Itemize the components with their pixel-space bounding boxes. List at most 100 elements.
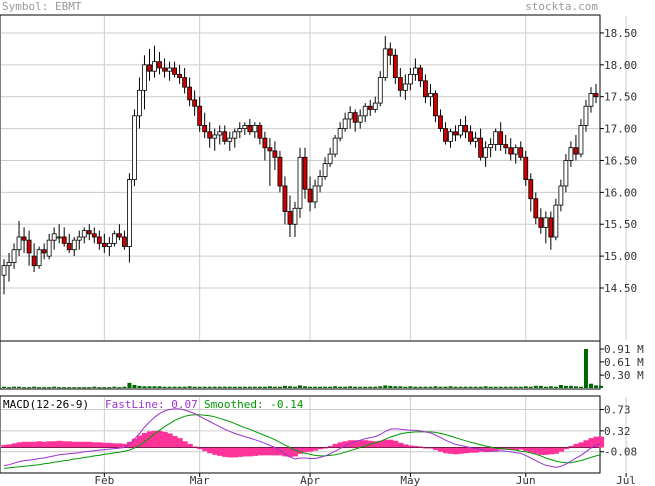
candle-body	[61, 236, 67, 244]
volume-bar	[122, 386, 127, 388]
macd-histogram-bar	[272, 447, 279, 456]
candle-body	[392, 54, 398, 78]
macd-lines	[3, 408, 602, 469]
volume-bar	[137, 385, 142, 388]
macd-histogram-bar	[488, 447, 494, 452]
volume-bar	[292, 386, 297, 388]
volume-bar	[177, 386, 182, 388]
volume-bar	[207, 386, 212, 388]
volume-bar	[458, 386, 463, 388]
candle-body	[563, 160, 569, 187]
macd-histogram-bar	[357, 440, 364, 448]
macd-histogram-bar	[437, 447, 444, 452]
macd-histogram-bar	[141, 432, 148, 448]
volume-bar	[388, 385, 393, 388]
volume-bar	[142, 386, 147, 388]
macd-histogram-bar	[217, 447, 223, 456]
candle-body	[478, 137, 484, 158]
volume-bar	[82, 387, 87, 389]
volume-bar	[363, 386, 368, 388]
volume-bar	[132, 385, 137, 388]
volume-bar	[398, 386, 403, 388]
candle-body	[217, 131, 223, 136]
candle-body	[137, 89, 142, 117]
candle-body	[142, 64, 147, 91]
volume-bar	[172, 386, 177, 388]
candle-body	[337, 128, 343, 139]
price-tick-label: 15.50	[604, 218, 637, 231]
volume-bar	[87, 387, 92, 389]
volume-bar	[543, 386, 548, 388]
volume-bar	[594, 385, 598, 388]
candle-body	[438, 115, 443, 129]
volume-bar	[97, 387, 102, 389]
macd-histogram-bar	[402, 444, 409, 448]
macd-histogram-bar	[31, 441, 38, 448]
macd-histogram-bar	[558, 447, 564, 452]
macd-histogram-bar	[352, 440, 359, 448]
macd-histogram-bar	[473, 447, 479, 453]
volume-bar	[202, 386, 207, 388]
candle-body	[473, 137, 478, 142]
candle-body	[362, 105, 368, 117]
candle-body	[157, 61, 162, 69]
macd-histogram-bar	[307, 447, 314, 452]
candle-body	[56, 236, 62, 239]
price-tick-label: 17.00	[604, 123, 637, 136]
macd-histogram-bar	[157, 430, 163, 448]
candle-body	[86, 230, 92, 235]
candle-body	[523, 156, 529, 180]
macd-histogram-bar	[197, 447, 203, 450]
volume-bar	[313, 386, 318, 388]
candle-body	[327, 153, 333, 165]
volume-bar	[182, 386, 187, 388]
macd-histogram-bar	[46, 441, 53, 448]
volume-bar	[463, 386, 468, 388]
volume-bar	[102, 387, 107, 389]
volume-bar	[277, 386, 282, 388]
volume-bar	[117, 387, 122, 389]
macd-histogram-bar	[342, 441, 349, 448]
macd-histogram-bar	[493, 447, 499, 451]
macd-histogram-bar	[121, 443, 128, 448]
macd-histogram-bar	[302, 447, 309, 453]
macd-histogram-bar	[202, 447, 208, 452]
candle-body	[207, 131, 213, 139]
candle-body	[483, 147, 489, 158]
candle-body	[277, 156, 283, 187]
volume-bar	[548, 386, 553, 388]
macd-histogram-bar	[277, 447, 284, 456]
macd-histogram-bar	[362, 440, 369, 448]
volume-bar	[438, 386, 443, 388]
macd-histogram-bar	[1, 444, 8, 448]
volume-panel	[0, 340, 601, 390]
volume-bar	[343, 386, 348, 388]
volume-bar	[423, 386, 428, 388]
candle-body	[297, 156, 303, 209]
volume-bar	[127, 382, 132, 388]
candle-body	[192, 99, 198, 107]
macd-histogram-bar	[86, 441, 93, 448]
macd-histogram-bar	[207, 447, 213, 454]
macd-histogram-bar	[56, 440, 63, 448]
volume-bar	[338, 386, 343, 388]
macd-histogram-bar	[287, 447, 294, 457]
volume-bar	[47, 387, 52, 389]
macd-histogram-bar	[593, 436, 600, 448]
volume-bar	[112, 386, 117, 388]
volume-bar	[383, 385, 388, 388]
macd-histogram-bar	[66, 441, 73, 448]
macd-histogram-bar	[182, 441, 188, 448]
volume-bar	[498, 386, 503, 388]
macd-histogram-bar	[543, 447, 549, 455]
macd-histogram-bar	[111, 443, 118, 448]
candle-body	[503, 144, 509, 149]
volume-bar	[52, 386, 57, 388]
candle-body	[252, 124, 258, 133]
candle-body	[167, 67, 172, 72]
macd-histogram-bar	[518, 447, 524, 450]
macd-histogram-bar	[36, 441, 43, 448]
macd-histogram-bar	[101, 442, 108, 448]
candle-body	[312, 185, 318, 203]
